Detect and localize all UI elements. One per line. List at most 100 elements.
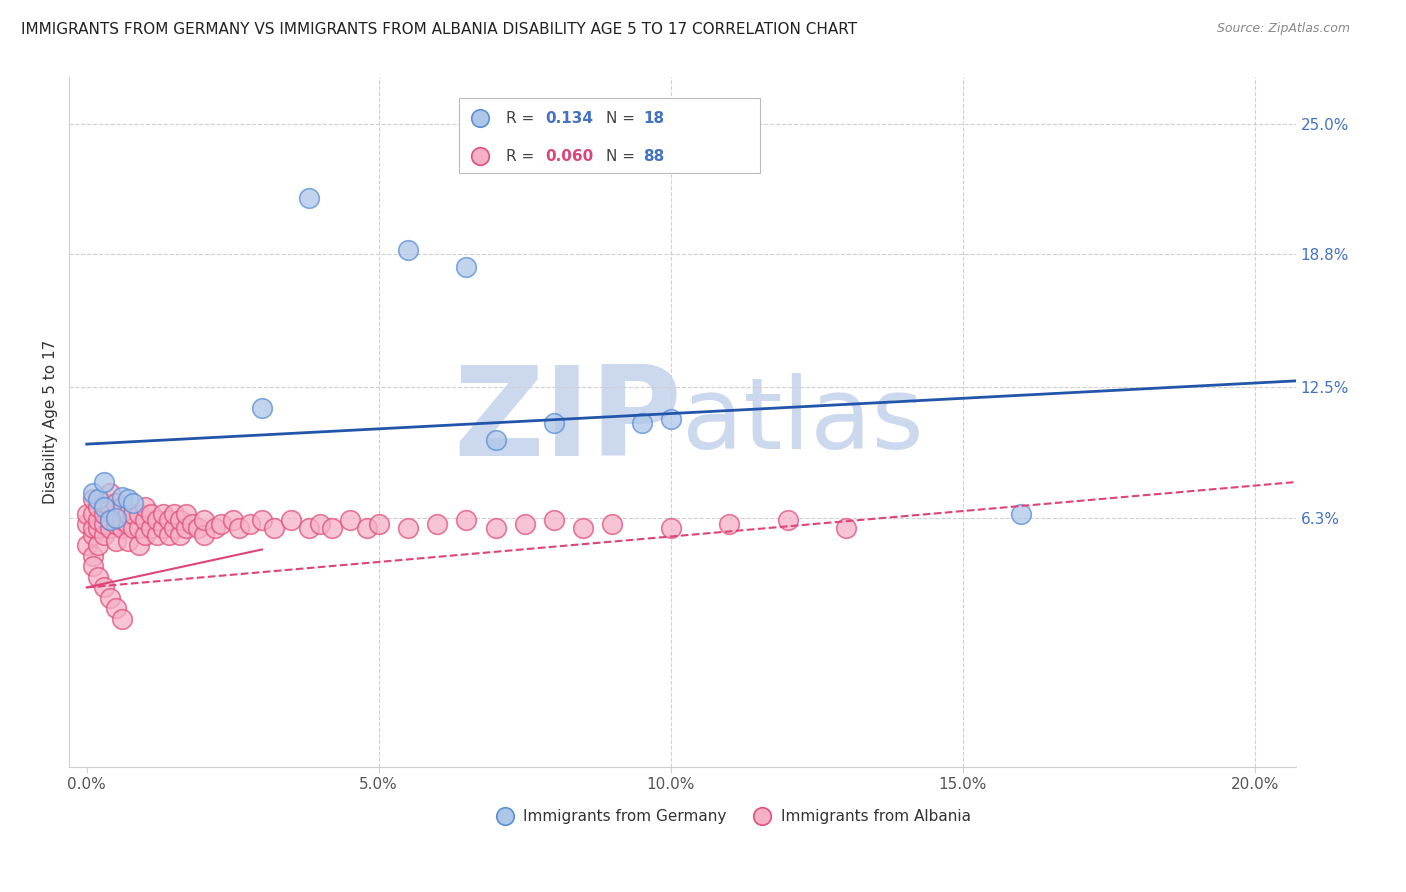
Point	[484, 521, 506, 535]
Point	[209, 517, 232, 532]
Point	[111, 500, 134, 515]
Text: Source: ZipAtlas.com: Source: ZipAtlas.com	[1216, 22, 1350, 36]
Point	[174, 507, 197, 521]
Point	[93, 507, 115, 521]
Point	[602, 517, 624, 532]
Point	[111, 612, 134, 626]
Point	[1010, 507, 1032, 521]
Point	[169, 513, 191, 527]
Point	[82, 527, 104, 541]
Point	[111, 490, 134, 504]
Point	[174, 521, 197, 535]
Point	[157, 527, 180, 541]
Point	[309, 517, 332, 532]
Point	[718, 517, 741, 532]
Point	[630, 416, 652, 430]
Point	[163, 521, 186, 535]
Point	[117, 517, 139, 532]
Point	[456, 513, 478, 527]
Point	[76, 517, 98, 532]
Text: 0.134: 0.134	[546, 111, 593, 126]
Point	[228, 521, 250, 535]
Point	[263, 521, 285, 535]
Text: 88: 88	[643, 149, 665, 163]
Point	[146, 513, 169, 527]
Point	[356, 521, 378, 535]
Point	[776, 513, 799, 527]
Point	[93, 517, 115, 532]
Point	[122, 521, 145, 535]
Point	[122, 496, 145, 510]
Point	[239, 517, 262, 532]
Point	[280, 513, 302, 527]
Point	[104, 507, 127, 521]
Text: atlas: atlas	[682, 374, 924, 470]
Point	[513, 517, 536, 532]
Point	[139, 521, 162, 535]
Point	[134, 513, 156, 527]
Point	[104, 534, 127, 549]
Point	[93, 475, 115, 489]
Y-axis label: Disability Age 5 to 17: Disability Age 5 to 17	[44, 340, 58, 504]
Point	[204, 521, 226, 535]
Point	[146, 527, 169, 541]
Point	[82, 521, 104, 535]
Point	[456, 260, 478, 274]
Point	[250, 401, 273, 416]
Point	[87, 521, 110, 535]
Point	[152, 507, 174, 521]
Point	[180, 517, 202, 532]
Point	[134, 527, 156, 541]
Point	[98, 513, 121, 527]
Point	[298, 190, 321, 204]
Point	[339, 513, 361, 527]
Point	[128, 507, 150, 521]
Point	[152, 521, 174, 535]
Point	[98, 521, 121, 535]
Text: N =: N =	[606, 111, 640, 126]
Point	[298, 521, 321, 535]
Text: R =: R =	[506, 149, 538, 163]
Point	[128, 538, 150, 552]
Point	[572, 521, 595, 535]
Point	[82, 507, 104, 521]
Point	[87, 500, 110, 515]
Point	[82, 485, 104, 500]
Text: Immigrants from Germany: Immigrants from Germany	[523, 809, 727, 823]
Point	[87, 513, 110, 527]
Point	[426, 517, 449, 532]
Point	[98, 591, 121, 605]
Text: ZIP: ZIP	[454, 361, 682, 483]
Point	[98, 485, 121, 500]
Point	[396, 521, 419, 535]
Point	[87, 491, 110, 506]
Point	[111, 513, 134, 527]
Point	[82, 491, 104, 506]
Point	[93, 527, 115, 541]
Text: R =: R =	[506, 111, 538, 126]
Point	[111, 521, 134, 535]
FancyBboxPatch shape	[460, 98, 759, 172]
Point	[87, 538, 110, 552]
Point	[543, 513, 565, 527]
Point	[835, 521, 858, 535]
Point	[484, 433, 506, 447]
Point	[139, 507, 162, 521]
Text: IMMIGRANTS FROM GERMANY VS IMMIGRANTS FROM ALBANIA DISABILITY AGE 5 TO 17 CORREL: IMMIGRANTS FROM GERMANY VS IMMIGRANTS FR…	[21, 22, 858, 37]
Point	[93, 581, 115, 595]
Point	[76, 507, 98, 521]
Point	[321, 521, 343, 535]
Point	[122, 507, 145, 521]
Point	[117, 507, 139, 521]
Point	[93, 496, 115, 510]
Point	[543, 416, 565, 430]
Text: 0.060: 0.060	[546, 149, 593, 163]
Point	[104, 511, 127, 525]
Point	[193, 513, 215, 527]
Point	[187, 521, 209, 535]
Point	[250, 513, 273, 527]
Point	[659, 412, 682, 426]
Point	[98, 500, 121, 515]
Point	[98, 513, 121, 527]
Point	[157, 513, 180, 527]
